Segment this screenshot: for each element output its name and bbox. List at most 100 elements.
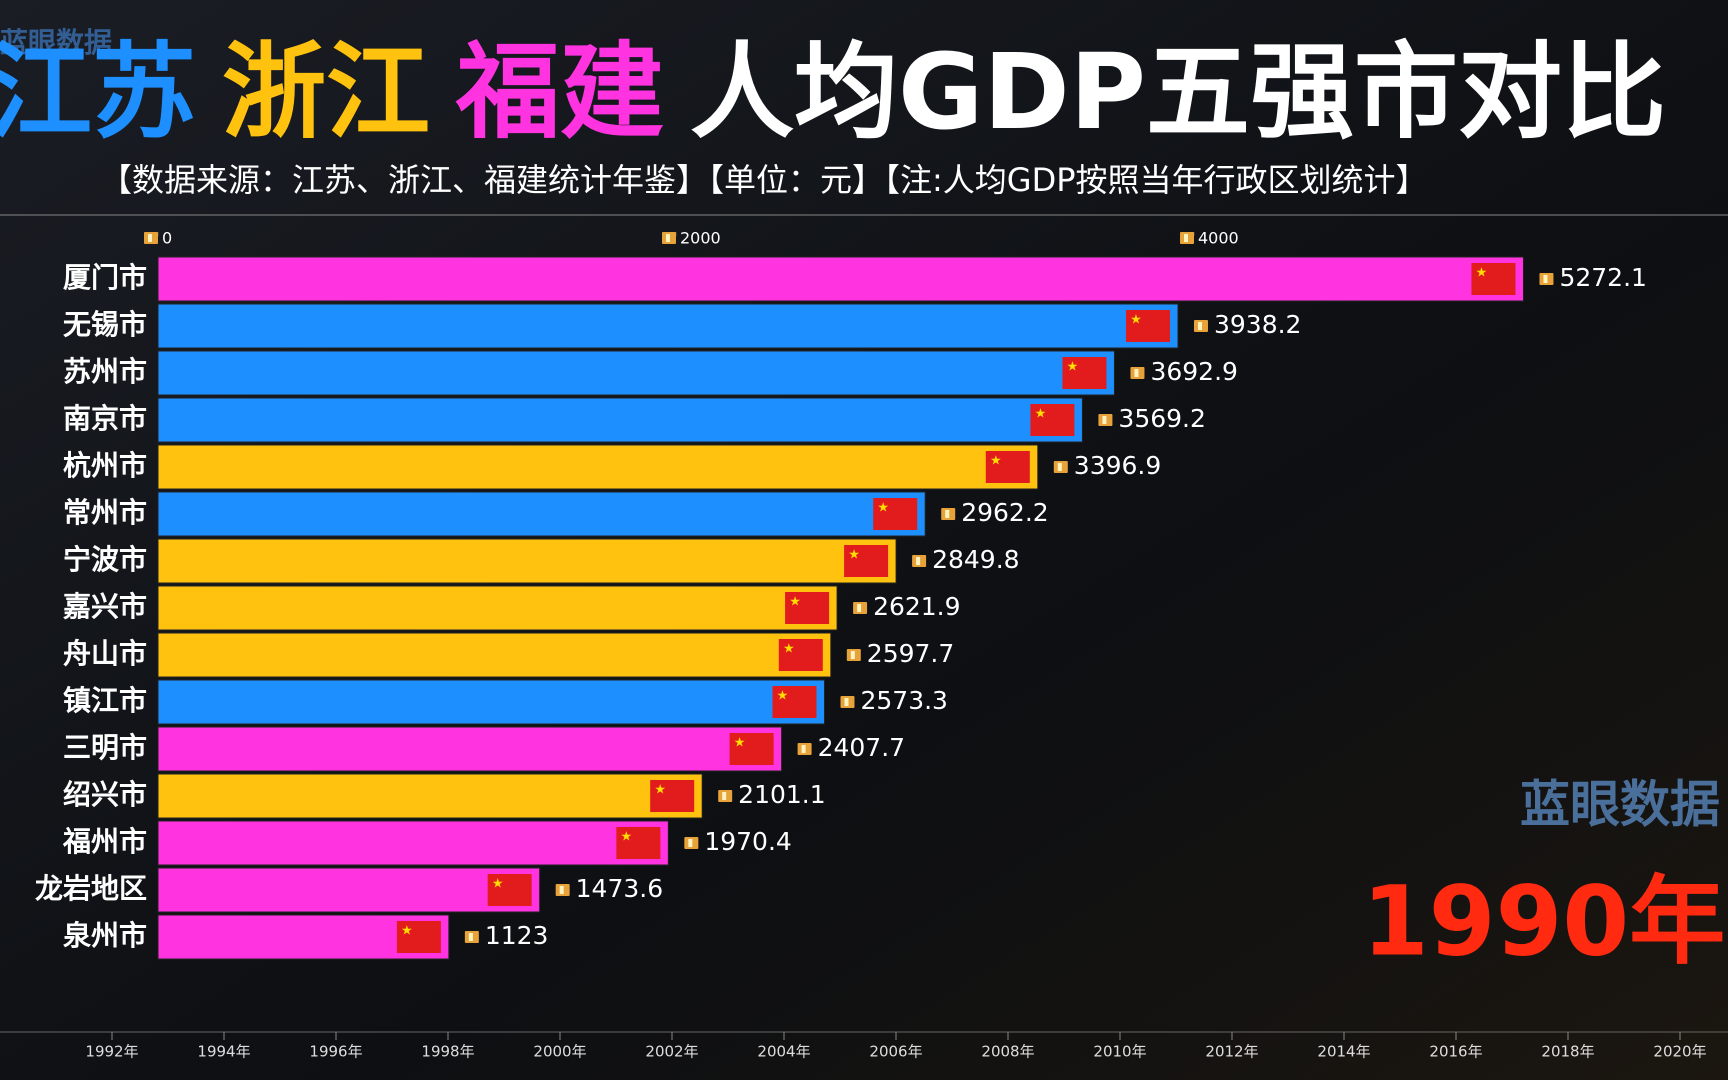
value-label: 3692.9 [1150, 357, 1237, 386]
value-label: 3938.2 [1214, 310, 1301, 339]
money-icon [1134, 369, 1139, 377]
timeline-label: 2020年 [1653, 1043, 1706, 1061]
x-tick-label: 4000 [1198, 229, 1239, 248]
flag-star: ★ [1067, 360, 1079, 375]
money-icon [1184, 234, 1188, 242]
timeline-label: 2006年 [869, 1043, 922, 1061]
bar [157, 397, 1083, 443]
timeline-label: 1992年 [85, 1043, 138, 1061]
money-icon [945, 510, 950, 518]
timeline-label: 1998年 [421, 1043, 474, 1061]
timeline-label: 2008年 [981, 1043, 1034, 1061]
bar [157, 585, 838, 631]
flag-star: ★ [848, 548, 860, 563]
money-icon [844, 698, 849, 706]
bar [157, 444, 1039, 490]
flag-star: ★ [734, 736, 746, 751]
category-label: 福州市 [62, 825, 147, 858]
flag [1030, 404, 1075, 436]
timeline-label: 1996年 [309, 1043, 362, 1061]
flag [1125, 310, 1170, 342]
watermark: 蓝眼数据 [0, 26, 112, 59]
money-icon [1057, 463, 1062, 471]
flag [985, 451, 1030, 483]
bar [157, 350, 1115, 396]
x-tick-label: 2000 [680, 229, 721, 248]
flag [487, 874, 532, 906]
title-part: 浙江 [222, 31, 430, 153]
flag-star: ★ [777, 689, 789, 704]
value-label: 3569.2 [1118, 404, 1205, 433]
timeline-label: 2002年 [645, 1043, 698, 1061]
value-label: 1123 [485, 921, 549, 950]
flag-star: ★ [877, 501, 889, 516]
category-label: 宁波市 [63, 543, 147, 576]
chart-title: 江苏 浙江 福建 人均GDP五强市对比 [0, 31, 1666, 153]
category-label: 厦门市 [63, 261, 147, 294]
money-icon [801, 745, 806, 753]
value-label: 2849.8 [932, 545, 1019, 574]
category-label: 舟山市 [63, 637, 147, 670]
money-icon [916, 557, 921, 565]
value-label: 2101.1 [738, 780, 825, 809]
flag [873, 498, 918, 530]
flag-star: ★ [1035, 407, 1047, 422]
bar [157, 256, 1524, 302]
current-year: 1990年 [1362, 865, 1725, 977]
timeline-label: 2012年 [1205, 1043, 1258, 1061]
money-icon [688, 839, 693, 847]
money-icon [666, 234, 670, 242]
money-icon [857, 604, 862, 612]
timeline-label: 2016年 [1429, 1043, 1482, 1061]
watermark: 蓝眼数据 [1520, 776, 1720, 834]
timeline-label: 2000年 [533, 1043, 586, 1061]
money-icon [148, 234, 152, 242]
value-label: 1473.6 [576, 874, 663, 903]
category-label: 杭州市 [63, 449, 147, 482]
bar [157, 820, 669, 866]
flag-star: ★ [401, 924, 413, 939]
title-part: 福建 [455, 31, 664, 153]
category-label: 绍兴市 [63, 778, 147, 811]
flag [785, 592, 830, 624]
timeline-label: 2018年 [1541, 1043, 1594, 1061]
flag [1062, 357, 1107, 389]
bar [157, 303, 1179, 349]
flag [729, 733, 774, 765]
flag-star: ★ [783, 642, 795, 657]
timeline-label: 2004年 [757, 1043, 810, 1061]
bar [157, 867, 541, 913]
flag-star: ★ [1130, 313, 1142, 328]
flag [650, 780, 695, 812]
flag [1471, 263, 1516, 295]
value-label: 3396.9 [1074, 451, 1161, 480]
money-icon [1197, 322, 1202, 330]
value-label: 2621.9 [873, 592, 960, 621]
money-icon [468, 933, 473, 941]
category-label: 龙岩地区 [35, 872, 147, 905]
category-label: 镇江市 [63, 684, 147, 717]
x-tick-label: 0 [162, 229, 172, 248]
flag-star: ★ [492, 877, 504, 892]
value-label: 2962.2 [961, 498, 1048, 527]
money-icon [1543, 275, 1548, 283]
category-label: 无锡市 [63, 308, 147, 341]
bar [157, 538, 897, 584]
money-icon [559, 886, 564, 894]
flag [396, 921, 441, 953]
value-label: 5272.1 [1559, 263, 1646, 292]
flag [616, 827, 661, 859]
value-label: 1970.4 [704, 827, 791, 856]
category-label: 嘉兴市 [63, 590, 147, 623]
category-label: 苏州市 [63, 355, 147, 388]
bar [157, 773, 703, 819]
money-icon [850, 651, 855, 659]
title-part: 江苏 [0, 31, 196, 153]
category-label: 常州市 [63, 496, 147, 529]
category-label: 南京市 [63, 402, 147, 435]
flag-star: ★ [789, 595, 801, 610]
title-part: 人均GDP五强市对比 [690, 31, 1666, 153]
category-label: 泉州市 [63, 919, 147, 952]
flag-star: ★ [654, 783, 666, 798]
